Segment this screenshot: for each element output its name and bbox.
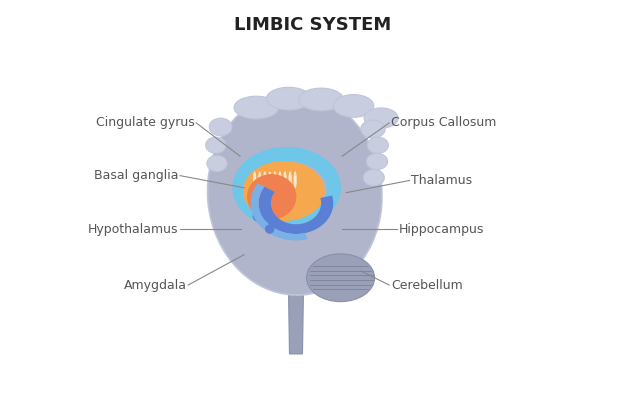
Text: Cerebellum: Cerebellum: [391, 279, 463, 292]
Ellipse shape: [284, 171, 287, 188]
Ellipse shape: [294, 171, 297, 188]
Ellipse shape: [207, 155, 227, 172]
Ellipse shape: [263, 171, 267, 188]
Ellipse shape: [364, 108, 398, 128]
Text: LIMBIC SYSTEM: LIMBIC SYSTEM: [234, 16, 392, 33]
Ellipse shape: [234, 96, 279, 119]
Ellipse shape: [333, 95, 374, 117]
Ellipse shape: [274, 171, 277, 188]
Text: Corpus Callosum: Corpus Callosum: [391, 116, 496, 129]
Ellipse shape: [247, 161, 327, 219]
Ellipse shape: [253, 210, 267, 222]
Ellipse shape: [299, 88, 344, 111]
Ellipse shape: [289, 171, 292, 188]
Ellipse shape: [268, 171, 272, 188]
Text: Basal ganglia: Basal ganglia: [94, 169, 178, 182]
Ellipse shape: [367, 137, 388, 153]
Ellipse shape: [307, 254, 374, 302]
Ellipse shape: [363, 170, 384, 186]
Ellipse shape: [208, 93, 382, 295]
Text: Cingulate gyrus: Cingulate gyrus: [96, 116, 195, 129]
Text: Hippocampus: Hippocampus: [399, 223, 485, 236]
Ellipse shape: [253, 171, 256, 188]
Ellipse shape: [205, 137, 226, 153]
Ellipse shape: [366, 153, 387, 170]
Text: Amygdala: Amygdala: [123, 279, 187, 292]
Text: Thalamus: Thalamus: [411, 174, 472, 187]
Ellipse shape: [265, 224, 274, 234]
Polygon shape: [250, 183, 307, 240]
Ellipse shape: [243, 161, 325, 221]
Ellipse shape: [209, 118, 232, 136]
Polygon shape: [288, 248, 304, 354]
Ellipse shape: [267, 87, 311, 110]
Ellipse shape: [258, 171, 261, 188]
Ellipse shape: [288, 244, 304, 253]
Ellipse shape: [361, 120, 385, 138]
Polygon shape: [259, 187, 333, 234]
Ellipse shape: [232, 147, 341, 229]
Text: Hypothalamus: Hypothalamus: [88, 223, 178, 236]
Ellipse shape: [279, 171, 282, 188]
Ellipse shape: [247, 174, 296, 220]
